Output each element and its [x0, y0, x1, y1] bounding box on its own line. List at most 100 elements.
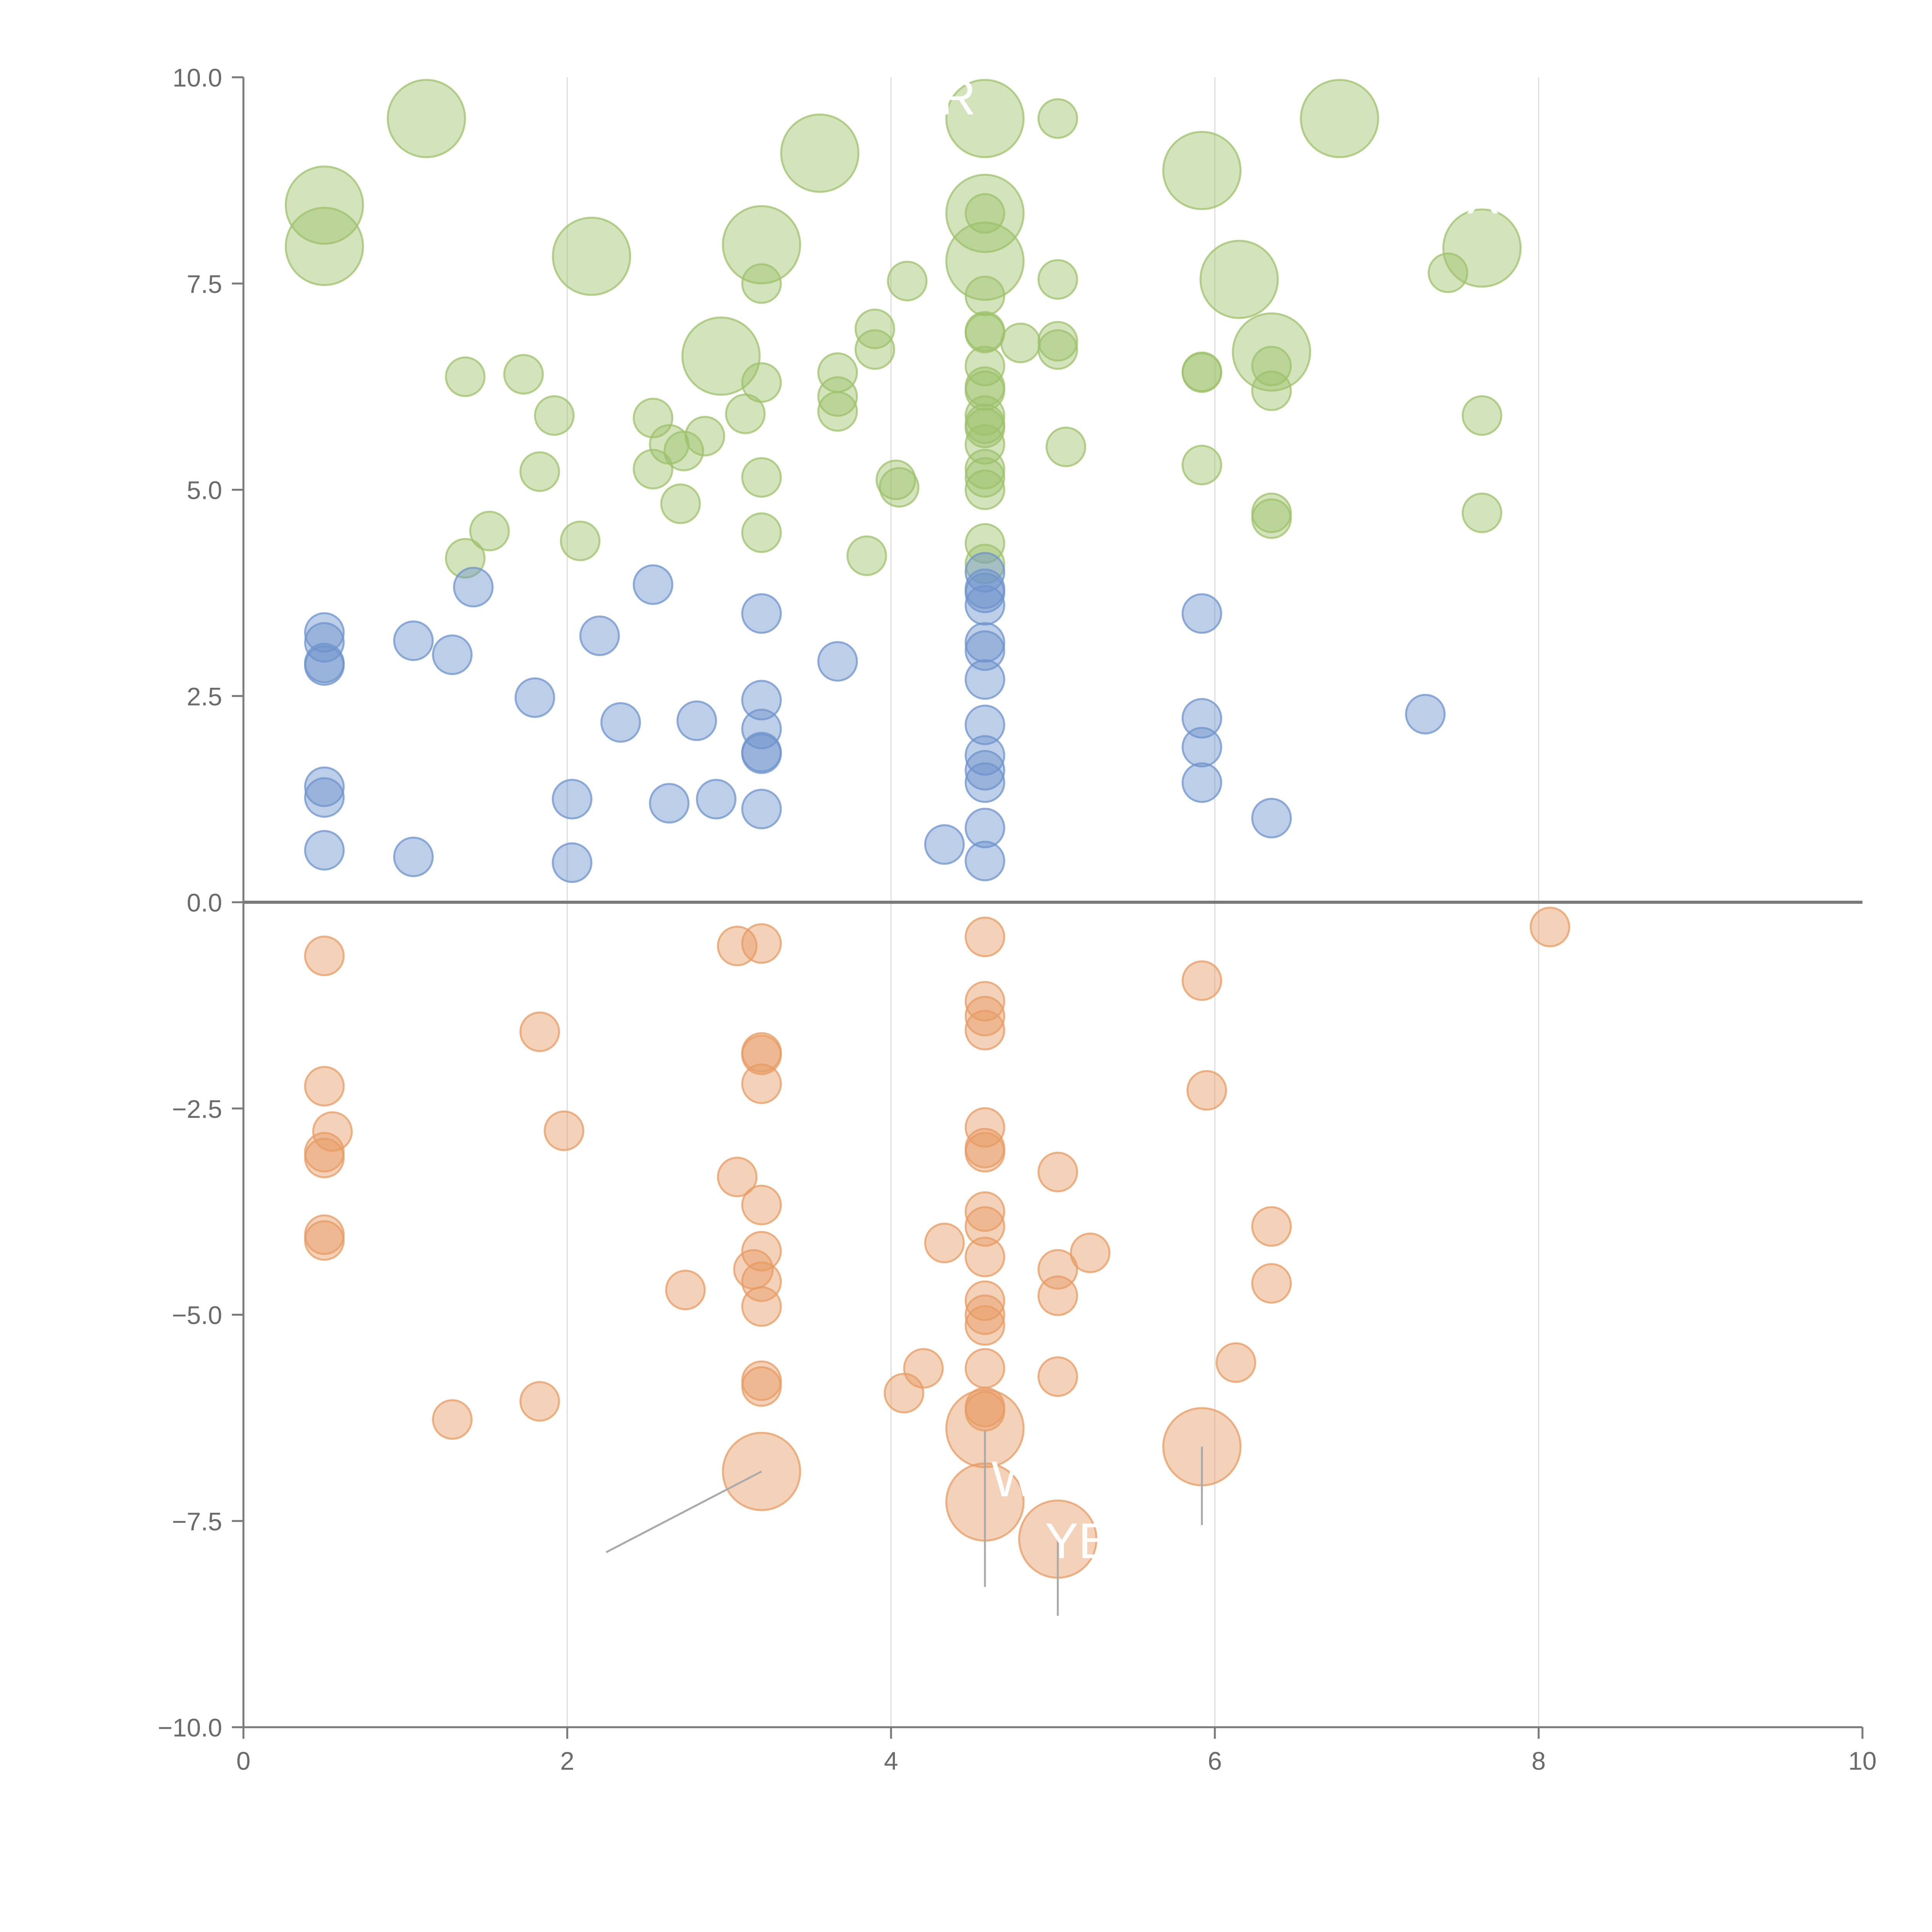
- point-green-3: [552, 216, 631, 296]
- point-green-4: [722, 205, 801, 284]
- point-green-24: [633, 398, 673, 439]
- point-blue-27: [924, 824, 965, 865]
- point-blue-39: [964, 808, 1005, 849]
- y-tick-label: −7.5: [172, 1507, 222, 1536]
- point-orange-49: [1037, 1275, 1078, 1316]
- point-green-5: [780, 113, 860, 193]
- point-green-55: [964, 457, 1005, 498]
- point-blue-42: [1181, 698, 1222, 739]
- point-blue-5: [304, 777, 345, 818]
- point-orange-9: [519, 1381, 560, 1422]
- point-green-49: [964, 370, 1005, 411]
- point-orange-41: [964, 1305, 1005, 1346]
- point-orange-4: [304, 1138, 345, 1179]
- point-green-28: [684, 416, 725, 457]
- point-orange-53: [1181, 960, 1222, 1001]
- point-green-1: [285, 165, 364, 245]
- point-blue-11: [514, 677, 555, 718]
- point-orange-37: [964, 1206, 1005, 1247]
- annotation-label-0: W: [992, 1451, 1039, 1507]
- point-green-47: [964, 345, 1005, 386]
- point-green-41: [876, 459, 917, 500]
- point-blue-45: [1251, 798, 1292, 838]
- annotation-label-6: X: [1466, 168, 1499, 224]
- annotation-leaders: [605, 1430, 1203, 1616]
- point-green-32: [741, 263, 782, 304]
- point-blue-26: [817, 641, 858, 682]
- point-orange-22: [741, 1286, 782, 1327]
- point-orange-30: [964, 981, 1005, 1022]
- point-orange-38: [964, 1236, 1005, 1277]
- point-orange-33: [964, 1107, 1005, 1148]
- point-blue-12: [552, 779, 593, 820]
- point-orange-47: [1037, 1151, 1078, 1192]
- point-green-14: [1427, 252, 1468, 293]
- point-blue-16: [633, 564, 673, 605]
- point-blue-38: [964, 762, 1005, 803]
- y-tick-label: 5.0: [187, 476, 222, 505]
- point-blue-0: [304, 612, 345, 653]
- annotation-labels: WYB R LC X: [940, 69, 1499, 1569]
- point-green-62: [1037, 321, 1078, 362]
- point-orange-59: [1529, 906, 1570, 947]
- point-green-61: [1037, 259, 1078, 300]
- point-green-54: [964, 449, 1005, 490]
- point-green-64: [1046, 426, 1087, 467]
- point-blue-17: [649, 783, 690, 824]
- point-orange-57: [1251, 1206, 1292, 1247]
- point-green-58: [964, 544, 1005, 585]
- point-blue-30: [964, 572, 1005, 613]
- annotation-label-1: YB: [1045, 1512, 1112, 1569]
- point-green-60: [1000, 322, 1041, 363]
- point-blue-3: [304, 645, 345, 686]
- point-green-0: [386, 79, 466, 158]
- point-green-18: [503, 354, 544, 395]
- point-green-2: [285, 207, 364, 286]
- point-green-23: [560, 520, 601, 561]
- point-green-38: [854, 308, 895, 349]
- point-green-11: [1199, 240, 1279, 319]
- point-orange-42: [964, 1348, 1005, 1389]
- y-tick-label: 2.5: [187, 682, 222, 711]
- point-green-10: [1162, 131, 1242, 210]
- point-blue-37: [964, 750, 1005, 791]
- point-orange-8: [519, 1011, 560, 1052]
- point-green-8: [945, 221, 1025, 301]
- point-green-44: [964, 276, 1005, 316]
- point-green-71: [1251, 498, 1292, 539]
- point-orange-15: [741, 923, 782, 964]
- x-tick-label: 4: [884, 1747, 898, 1775]
- point-green-42: [879, 467, 920, 508]
- point-green-36: [817, 376, 858, 417]
- y-tick-label: −5.0: [172, 1301, 222, 1330]
- point-blue-18: [676, 700, 717, 741]
- point-orange-40: [964, 1294, 1005, 1335]
- point-orange-29: [964, 917, 1005, 957]
- point-orange-1: [304, 1066, 345, 1107]
- point-green-12: [1300, 79, 1379, 158]
- point-green-59: [964, 193, 1005, 234]
- point-blue-41: [1181, 593, 1222, 634]
- point-green-13: [1442, 208, 1522, 288]
- point-orange-32: [964, 1010, 1005, 1051]
- point-orange-18: [741, 1063, 782, 1104]
- point-blue-35: [964, 704, 1005, 745]
- point-green-21: [469, 510, 510, 551]
- point-green-56: [964, 469, 1005, 510]
- point-green-20: [519, 451, 560, 492]
- point-blue-44: [1181, 762, 1222, 803]
- point-green-72: [1461, 395, 1502, 436]
- point-blue-21: [741, 680, 782, 721]
- x-tick-label: 2: [560, 1747, 575, 1775]
- point-orange-21: [741, 1261, 782, 1302]
- point-blue-15: [600, 702, 641, 743]
- point-green-57: [964, 523, 1005, 564]
- point-orange-39: [964, 1280, 1005, 1321]
- point-blue-6: [304, 830, 345, 871]
- point-green-37: [817, 391, 858, 432]
- point-blue-31: [964, 585, 1005, 626]
- data-points: [285, 79, 1570, 1579]
- point-green-63: [1037, 329, 1078, 370]
- point-green-34: [741, 512, 782, 553]
- point-orange-36: [964, 1191, 1005, 1232]
